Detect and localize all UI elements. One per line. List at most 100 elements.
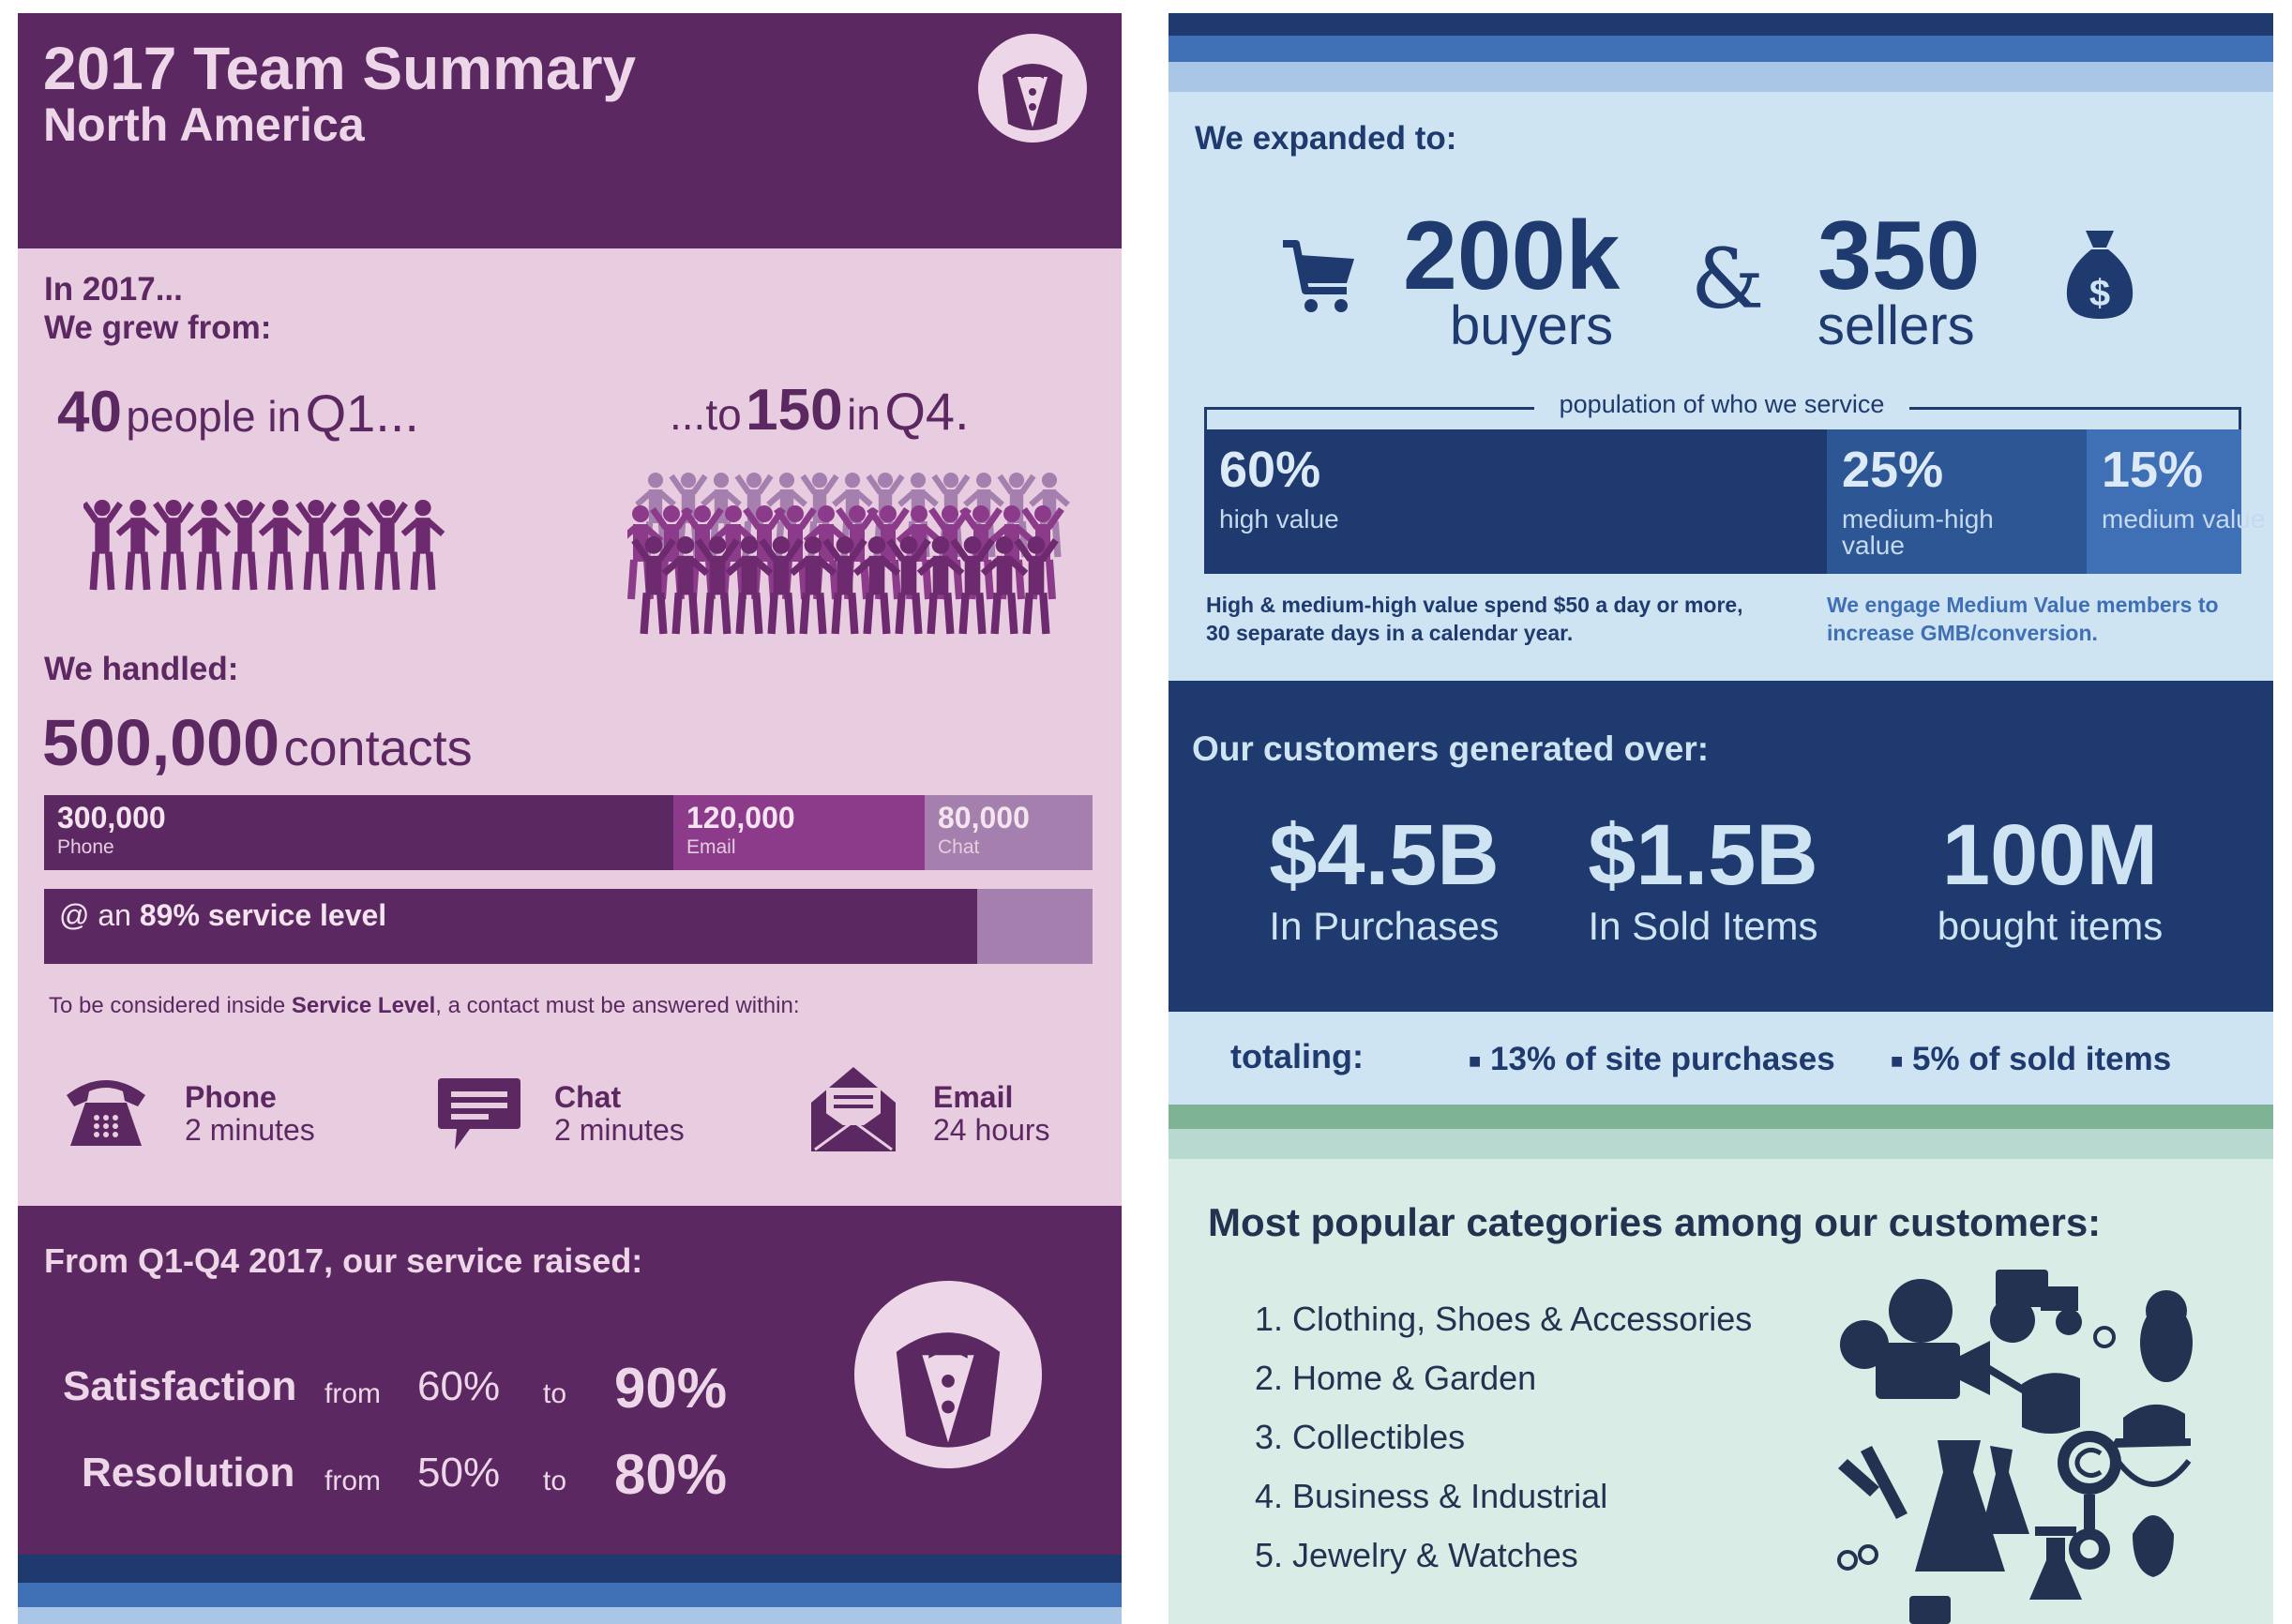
page-title: 2017 Team Summary [43, 35, 637, 102]
end-text: in [847, 390, 881, 439]
segment-label: Chat [938, 836, 980, 858]
generated-purchases-label: In Purchases [1269, 904, 1500, 948]
header-band: 2017 Team Summary North America [18, 13, 1122, 248]
chat-icon [436, 1075, 522, 1153]
population-segment: 60% high value [1204, 429, 1827, 574]
metric-satisfaction-to: 90% [614, 1357, 728, 1420]
category-item: 5. Jewelry & Watches [1255, 1536, 1578, 1574]
people-q1-icon [83, 482, 459, 594]
start-count: 40 [57, 380, 122, 444]
channel-chat-name: Chat [554, 1080, 622, 1114]
population-percent: 15% [2102, 442, 2204, 498]
note-medium-value: We engage Medium Value members to increa… [1827, 593, 2219, 645]
generated-label: Our customers generated over: [1192, 729, 1710, 768]
sellers-number: 350 [1817, 202, 1981, 310]
metric-resolution-name: Resolution [82, 1450, 295, 1496]
stripe-dark [18, 1555, 1122, 1583]
segment-value: 120,000 [686, 801, 795, 835]
service-level-text: @ an 89% service level [59, 898, 386, 933]
contacts-number: 500,000 [42, 706, 280, 779]
metric-resolution-to-word: to [543, 1466, 567, 1496]
segment-value: 300,000 [57, 801, 166, 835]
service-raised-title: From Q1-Q4 2017, our service raised: [44, 1241, 643, 1280]
team-summary-panel: 2017 Team Summary North America In 2017.… [18, 13, 1122, 1624]
buyers-number: 200k [1403, 202, 1621, 310]
channel-chat-time: 2 minutes [554, 1113, 685, 1147]
bullet-icon: ■ [1469, 1048, 1482, 1073]
contacts-segment-phone: 300,000 Phone [44, 795, 673, 870]
intro-line-2: We grew from: [44, 309, 272, 346]
stripe-green-dark [1169, 1105, 2273, 1129]
segment-label: Phone [57, 836, 114, 858]
category-item: 2. Home & Garden [1255, 1359, 1537, 1397]
population-segment: 15% medium value [2087, 429, 2265, 574]
envelope-icon [809, 1065, 897, 1153]
stripe-mid [18, 1583, 1122, 1607]
channel-phone-name: Phone [185, 1080, 277, 1114]
metric-resolution-from: 50% [417, 1450, 501, 1496]
population-percent: 60% [1219, 442, 1321, 498]
categories-section: Most popular categories among our custom… [1169, 1159, 2273, 1624]
growth-end: ...to 150 in Q4. [670, 377, 970, 444]
stripe-mid [1169, 36, 2273, 62]
contacts-segment-email: 120,000 Email [673, 795, 925, 870]
marketplace-panel: We expanded to: 200k buyers & 350 seller… [1169, 13, 2273, 1624]
metric-resolution-to: 80% [614, 1443, 728, 1506]
channel-phone-time: 2 minutes [185, 1113, 315, 1147]
sellers-label: sellers [1817, 295, 1975, 356]
category-item: 1. Clothing, Shoes & Accessories [1255, 1300, 1753, 1338]
note-bold: Service Level [291, 993, 436, 1018]
phone-icon [63, 1071, 149, 1148]
buyers-label: buyers [1450, 295, 1614, 356]
channel-email-time: 24 hours [933, 1113, 1050, 1147]
population-percent: 25% [1842, 442, 1944, 498]
stripe-light [18, 1607, 1122, 1624]
population-label: population of who we service [1534, 390, 1909, 419]
totaling-site-purchases: ■ 13% of site purchases [1469, 1041, 1835, 1078]
channel-email-name: Email [933, 1080, 1014, 1114]
contacts-segment-chat: 80,000 Chat [925, 795, 1093, 870]
bullet-icon: ■ [1891, 1048, 1904, 1073]
expanded-label: We expanded to: [1195, 120, 1457, 157]
handled-label: We handled: [44, 651, 239, 687]
service-level-note: To be considered inside Service Level, a… [49, 993, 800, 1019]
service-level-prefix: @ an [59, 898, 131, 932]
tuxedo-icon [978, 34, 1087, 143]
tuxedo-icon [854, 1281, 1042, 1468]
start-quarter: Q1... [305, 383, 419, 443]
service-level-fill [44, 889, 978, 964]
totaling-label: totaling: [1230, 1037, 1364, 1075]
money-bag-icon: $ [2065, 229, 2134, 321]
intro-line-1: In 2017... [44, 271, 183, 308]
contacts-total: 500,000 contacts [42, 705, 473, 780]
population-label-text: high value [1219, 504, 1339, 534]
stripe-light [1169, 62, 2273, 92]
metric-satisfaction-to-word: to [543, 1378, 567, 1409]
growth-start: 40 people in Q1... [57, 379, 419, 445]
start-text: people in [126, 392, 302, 441]
segment-label: Email [686, 836, 736, 858]
metric-satisfaction-name: Satisfaction [63, 1363, 297, 1409]
segment-value: 80,000 [938, 801, 1030, 835]
generated-purchases-value: $4.5B [1269, 807, 1500, 903]
generated-section: Our customers generated over: $4.5B In P… [1169, 681, 2273, 1012]
people-q4-icon [627, 463, 1078, 637]
end-count: 150 [746, 378, 843, 443]
svg-text:$: $ [2089, 273, 2110, 314]
category-collage-icon [1825, 1262, 2256, 1624]
population-label-text: medium value [2102, 504, 2266, 534]
contacts-label: contacts [283, 720, 473, 776]
ampersand: & [1691, 231, 1765, 327]
note-high-value: High & medium-high value spend $50 a day… [1206, 593, 1743, 645]
category-item: 3. Collectibles [1255, 1418, 1466, 1456]
end-pre: ...to [670, 390, 742, 439]
contacts-breakdown-bar: 300,000 Phone 120,000 Email 80,000 Chat [44, 795, 1093, 870]
totaling-item-1: 13% of site purchases [1490, 1041, 1835, 1077]
service-raised-section: From Q1-Q4 2017, our service raised: Sat… [18, 1206, 1122, 1555]
stripe-green-light [1169, 1129, 2273, 1159]
categories-title: Most popular categories among our custom… [1208, 1200, 2102, 1244]
metric-resolution-from-word: from [324, 1466, 381, 1496]
generated-sold-label: In Sold Items [1588, 904, 1818, 948]
metric-satisfaction-from: 60% [417, 1363, 501, 1409]
page-subtitle: North America [43, 98, 365, 151]
